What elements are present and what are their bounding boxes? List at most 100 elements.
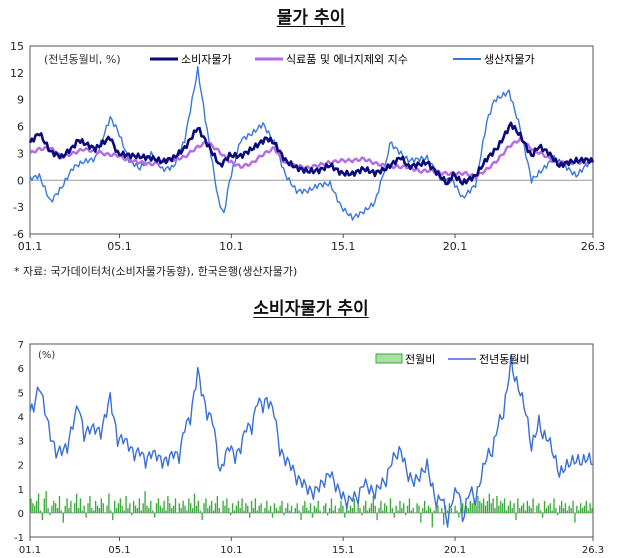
mom-bar [530, 508, 532, 513]
mom-bar [49, 512, 51, 516]
mom-bar [140, 510, 142, 513]
mom-bar [89, 495, 91, 513]
mom-bar [152, 510, 154, 513]
mom-bar [83, 505, 85, 513]
mom-bar [296, 503, 298, 513]
mom-bar [93, 510, 95, 513]
mom-bar [112, 512, 114, 521]
mom-bar [387, 512, 390, 514]
mom-bar [70, 500, 72, 513]
mom-bar [378, 508, 380, 513]
mom-bar [165, 510, 167, 513]
yoy-line [29, 354, 594, 528]
mom-bar [311, 512, 314, 518]
chart2-title: 소비자물가 추이 [253, 299, 369, 319]
mom-bar [583, 505, 586, 513]
mom-bar [403, 503, 405, 513]
mom-bar [564, 503, 567, 513]
mom-bar [330, 498, 333, 513]
mom-bar [317, 500, 319, 513]
mom-bar [547, 505, 549, 513]
mom-bar [222, 500, 224, 513]
mom-bar [96, 505, 99, 513]
mom-bar [216, 495, 219, 513]
mom-bar [108, 493, 110, 513]
chart2-y-tick-label: 6 [18, 364, 24, 375]
mom-bar [380, 500, 382, 513]
mom-bar [306, 508, 308, 513]
mom-bar [290, 505, 293, 513]
mom-bar [138, 498, 141, 513]
mom-bar [77, 508, 80, 513]
mom-bar [399, 500, 401, 513]
mom-bar [68, 508, 70, 513]
mom-bar [486, 500, 489, 513]
mom-bar [288, 510, 291, 513]
mom-bar [75, 493, 78, 513]
mom-bar [545, 508, 548, 513]
chart1-x-tick-label: 15.1 [331, 240, 356, 253]
mom-bar [570, 508, 572, 513]
mom-bar [85, 512, 87, 518]
legend-cpi-label: 소비자물가 [181, 53, 232, 66]
chart2-x-tick-label: 15.1 [332, 545, 354, 556]
mom-bar [169, 503, 171, 513]
chart2-y-tick-label: 4 [18, 412, 24, 423]
mom-bar [245, 503, 247, 513]
mom-bar [414, 512, 416, 514]
mom-bar [361, 512, 363, 516]
mom-bar [243, 510, 245, 513]
mom-bar [431, 512, 433, 528]
mom-bar [292, 512, 295, 514]
mom-bar [490, 503, 492, 513]
mom-bar [513, 503, 515, 513]
mom-bar [574, 512, 576, 523]
mom-bar [336, 512, 338, 514]
mom-bar [429, 508, 432, 513]
mom-bar [441, 508, 443, 513]
mom-bar [269, 505, 272, 513]
mom-bar [568, 505, 570, 513]
mom-bar [404, 512, 407, 516]
mom-bar [559, 505, 561, 513]
chart1-y-tick-label: -6 [13, 228, 24, 241]
chart1-x-tick-label: 26.3 [581, 240, 606, 253]
mom-bar [203, 503, 205, 513]
mom-bar [228, 508, 230, 513]
mom-bar [37, 493, 40, 513]
mom-bar [344, 512, 346, 518]
mom-bar [433, 510, 435, 513]
mom-bar [325, 503, 327, 513]
mom-bar [161, 508, 163, 513]
mom-bar [121, 505, 123, 513]
mom-bar [507, 505, 510, 513]
mom-bar [522, 503, 525, 513]
mom-bar [233, 510, 236, 513]
chart2-y-tick-label: 5 [18, 388, 24, 399]
mom-bar [340, 500, 342, 513]
mom-bar [304, 500, 306, 513]
mom-bar [123, 510, 125, 513]
mom-bar [488, 493, 490, 513]
mom-bar [74, 503, 76, 513]
chart1-x-tick-label: 01.1 [18, 240, 43, 253]
mom-bar [172, 505, 175, 513]
mom-bar [566, 510, 568, 513]
mom-bar [117, 503, 120, 513]
mom-bar [458, 512, 460, 518]
mom-bar [365, 500, 367, 513]
mom-bar [366, 510, 369, 513]
mom-bar [287, 503, 289, 513]
mom-bar [482, 498, 485, 513]
mom-bar [294, 508, 296, 513]
mom-bar [104, 512, 106, 514]
mom-bar [199, 510, 201, 513]
mom-bar [475, 505, 477, 513]
mom-bar [338, 508, 340, 513]
chart2-x-tick-label: 01.1 [19, 545, 41, 556]
mom-bar [319, 510, 321, 513]
mom-bar [279, 505, 281, 513]
mom-bar [492, 498, 494, 513]
chart1-y-tick-label: 15 [10, 40, 24, 53]
chart1-x-tick-label: 20.1 [443, 240, 468, 253]
